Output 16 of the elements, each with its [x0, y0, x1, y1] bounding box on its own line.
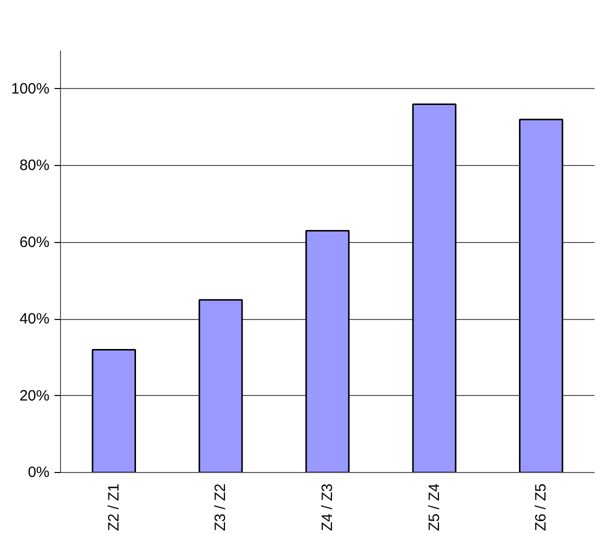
y-tick-label: 60% [19, 234, 50, 251]
y-tick-label: 100% [11, 80, 50, 98]
bar [518, 118, 564, 472]
x-tick-label: Z3 / Z2 [212, 483, 230, 532]
x-tick-label: Z2 / Z1 [105, 483, 122, 532]
bar [305, 230, 350, 472]
bar [412, 103, 456, 472]
y-tick-label: 0% [28, 464, 50, 481]
y-tick-label: 40% [19, 310, 50, 328]
x-tick-label: Z5 / Z4 [426, 483, 443, 532]
bar [198, 299, 243, 472]
x-tick-label: Z4 / Z3 [319, 483, 336, 532]
bar [92, 348, 136, 472]
x-tick-label: Z6 / Z5 [532, 483, 550, 532]
y-tick-label: 80% [19, 157, 50, 174]
y-tick-label: 20% [19, 387, 50, 404]
